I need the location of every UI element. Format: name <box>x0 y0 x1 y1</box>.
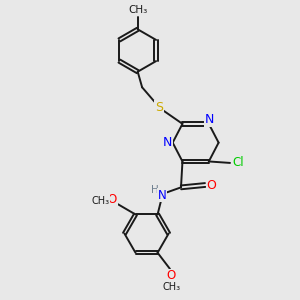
Text: S: S <box>155 101 163 114</box>
Text: N: N <box>158 188 167 202</box>
Text: O: O <box>107 193 117 206</box>
Text: O: O <box>207 178 217 191</box>
Text: CH₃: CH₃ <box>162 282 180 292</box>
Text: CH₃: CH₃ <box>128 5 147 16</box>
Text: Cl: Cl <box>232 156 244 170</box>
Text: CH₃: CH₃ <box>91 196 109 206</box>
Text: O: O <box>167 269 176 283</box>
Text: H: H <box>151 185 158 195</box>
Text: N: N <box>163 136 172 149</box>
Text: N: N <box>205 113 214 126</box>
